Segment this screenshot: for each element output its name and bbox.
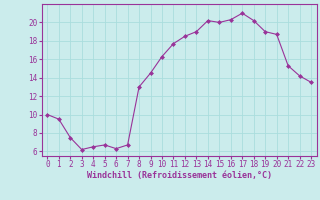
X-axis label: Windchill (Refroidissement éolien,°C): Windchill (Refroidissement éolien,°C) xyxy=(87,171,272,180)
